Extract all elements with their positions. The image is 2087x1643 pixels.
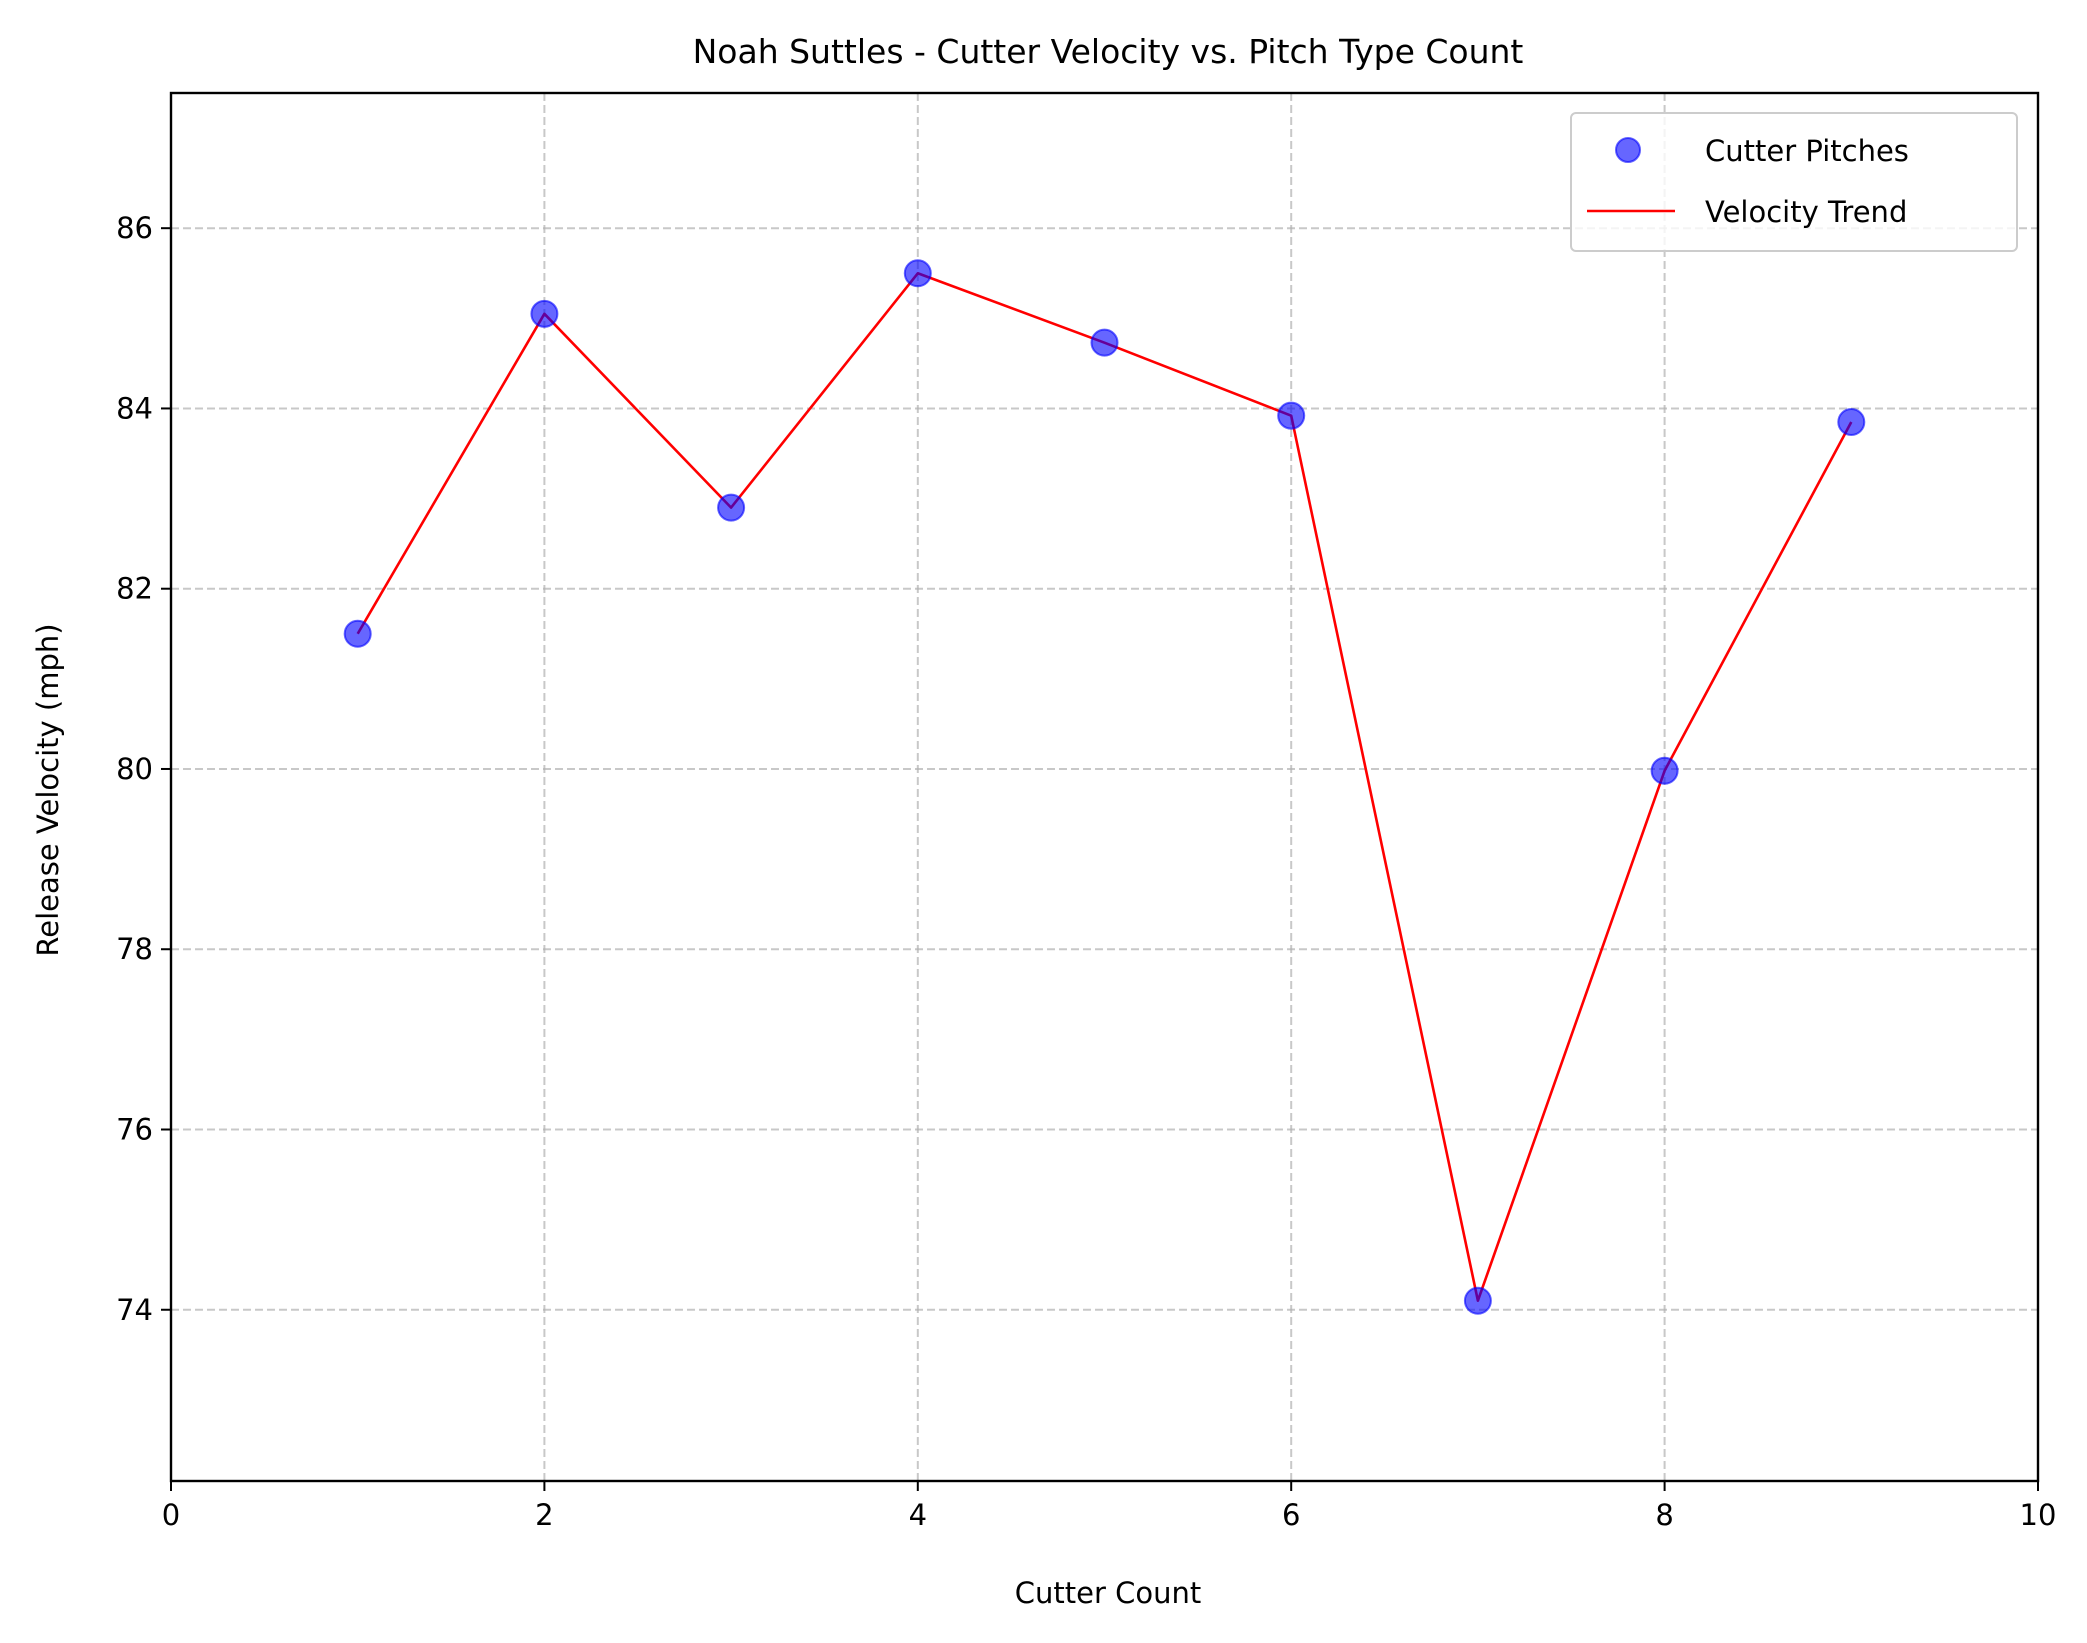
- legend-label-line: Velocity Trend: [1705, 195, 1907, 229]
- legend-marker-scatter: [1615, 137, 1641, 163]
- scatter-point-layer: [343, 259, 1866, 1315]
- legend: Cutter Pitches Velocity Trend: [1570, 112, 2018, 252]
- y-tick-label: 76: [116, 1112, 153, 1146]
- chart-title: Noah Suttles - Cutter Velocity vs. Pitch…: [693, 32, 1524, 71]
- cutter-pitch-point: [343, 619, 372, 648]
- y-tick-label: 86: [116, 211, 153, 245]
- y-tick-label: 78: [116, 932, 153, 966]
- x-tick-label: 4: [909, 1498, 927, 1532]
- cutter-pitch-point: [717, 493, 746, 522]
- cutter-pitch-point: [530, 299, 559, 328]
- x-tick-label: 6: [1282, 1498, 1300, 1532]
- cutter-pitch-point: [1277, 401, 1306, 430]
- x-tick-label: 10: [2020, 1498, 2057, 1532]
- y-tick-label: 84: [116, 391, 153, 425]
- x-tick-label: 8: [1655, 1498, 1673, 1532]
- cutter-pitch-point: [903, 259, 932, 288]
- x-tick-label: 2: [535, 1498, 553, 1532]
- cutter-pitch-point: [1837, 407, 1866, 436]
- axes-frame: [169, 91, 2040, 1483]
- legend-label-scatter: Cutter Pitches: [1705, 134, 1909, 168]
- x-tick-label: 0: [162, 1498, 180, 1532]
- y-tick-label: 80: [116, 752, 153, 786]
- y-tick-label: 82: [116, 572, 153, 606]
- axis-ticks: 0 2 4 6 8 10 74 76 78 80 82 84 86: [116, 211, 2056, 1532]
- x-axis-label: Cutter Count: [1015, 1576, 1201, 1610]
- legend-box: [1570, 112, 2018, 252]
- y-tick-label: 74: [116, 1293, 153, 1327]
- cutter-pitch-point: [1463, 1286, 1492, 1315]
- cutter-pitch-point: [1090, 328, 1119, 357]
- cutter-pitch-point: [1650, 756, 1679, 785]
- y-axis-label: Release Velocity (mph): [31, 623, 65, 956]
